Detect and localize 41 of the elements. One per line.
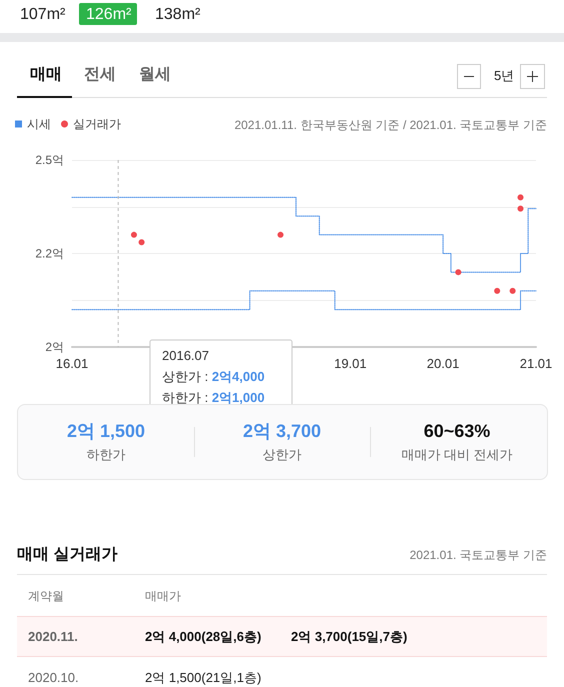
text: 126m² bbox=[86, 5, 132, 24]
x-tick-label: 19.01 bbox=[334, 356, 367, 371]
x-tick-label: 20.01 bbox=[426, 356, 460, 371]
text: 2억 1,500 bbox=[66, 421, 146, 443]
text: 2억 1,500(21일,1층) bbox=[145, 670, 262, 686]
text: 107m² bbox=[20, 5, 66, 24]
text: 매매가 bbox=[145, 589, 181, 604]
point bbox=[130, 232, 137, 238]
x-tick-label: 21.01 bbox=[520, 356, 552, 371]
text: 매매가 대비 전세가 bbox=[400, 447, 514, 463]
text: 계약월 bbox=[28, 589, 64, 604]
text: 매매 실거래가 bbox=[17, 545, 118, 564]
y-tick-label: 2.5억 bbox=[35, 153, 64, 167]
y-tick-label: 2억 bbox=[45, 340, 64, 354]
point bbox=[138, 239, 145, 246]
text: 2억 3,700 bbox=[242, 421, 322, 443]
text: 60~63% bbox=[422, 421, 492, 443]
x-tick-label: 16.01 bbox=[56, 356, 88, 371]
y-tick-label: 2.2억 bbox=[35, 246, 64, 260]
legend-label: 실거래가 bbox=[73, 117, 121, 131]
text: 하한가 bbox=[86, 447, 126, 463]
text: 138m² bbox=[155, 5, 200, 24]
point bbox=[510, 288, 516, 294]
text: 2억 4,000(28일,6층) bbox=[145, 629, 262, 645]
legend-label: 시세 bbox=[27, 117, 51, 131]
text: 2016.07 상한가 : 2억4,000 하한가 : 2억1,000 bbox=[162, 348, 265, 405]
text: 전세 bbox=[84, 65, 116, 84]
text: 상한가 bbox=[262, 447, 302, 463]
text: 2021.01. 국토교통부 기준 bbox=[410, 548, 547, 562]
text: 2020.11. bbox=[28, 629, 78, 645]
point bbox=[494, 288, 500, 294]
text: 2020.10. bbox=[28, 670, 79, 686]
point bbox=[518, 194, 524, 200]
text: 월세 bbox=[139, 65, 171, 84]
text: 2021.01.11. 한국부동산원 기준 / 2021.01. 국토교통부 기준 bbox=[234, 118, 548, 132]
point bbox=[455, 269, 462, 276]
text: 2억 3,700(15일,7층) bbox=[291, 629, 408, 645]
point bbox=[278, 232, 284, 238]
text: 5년 bbox=[494, 68, 514, 84]
text: 매매 bbox=[30, 65, 62, 84]
point bbox=[518, 206, 524, 212]
